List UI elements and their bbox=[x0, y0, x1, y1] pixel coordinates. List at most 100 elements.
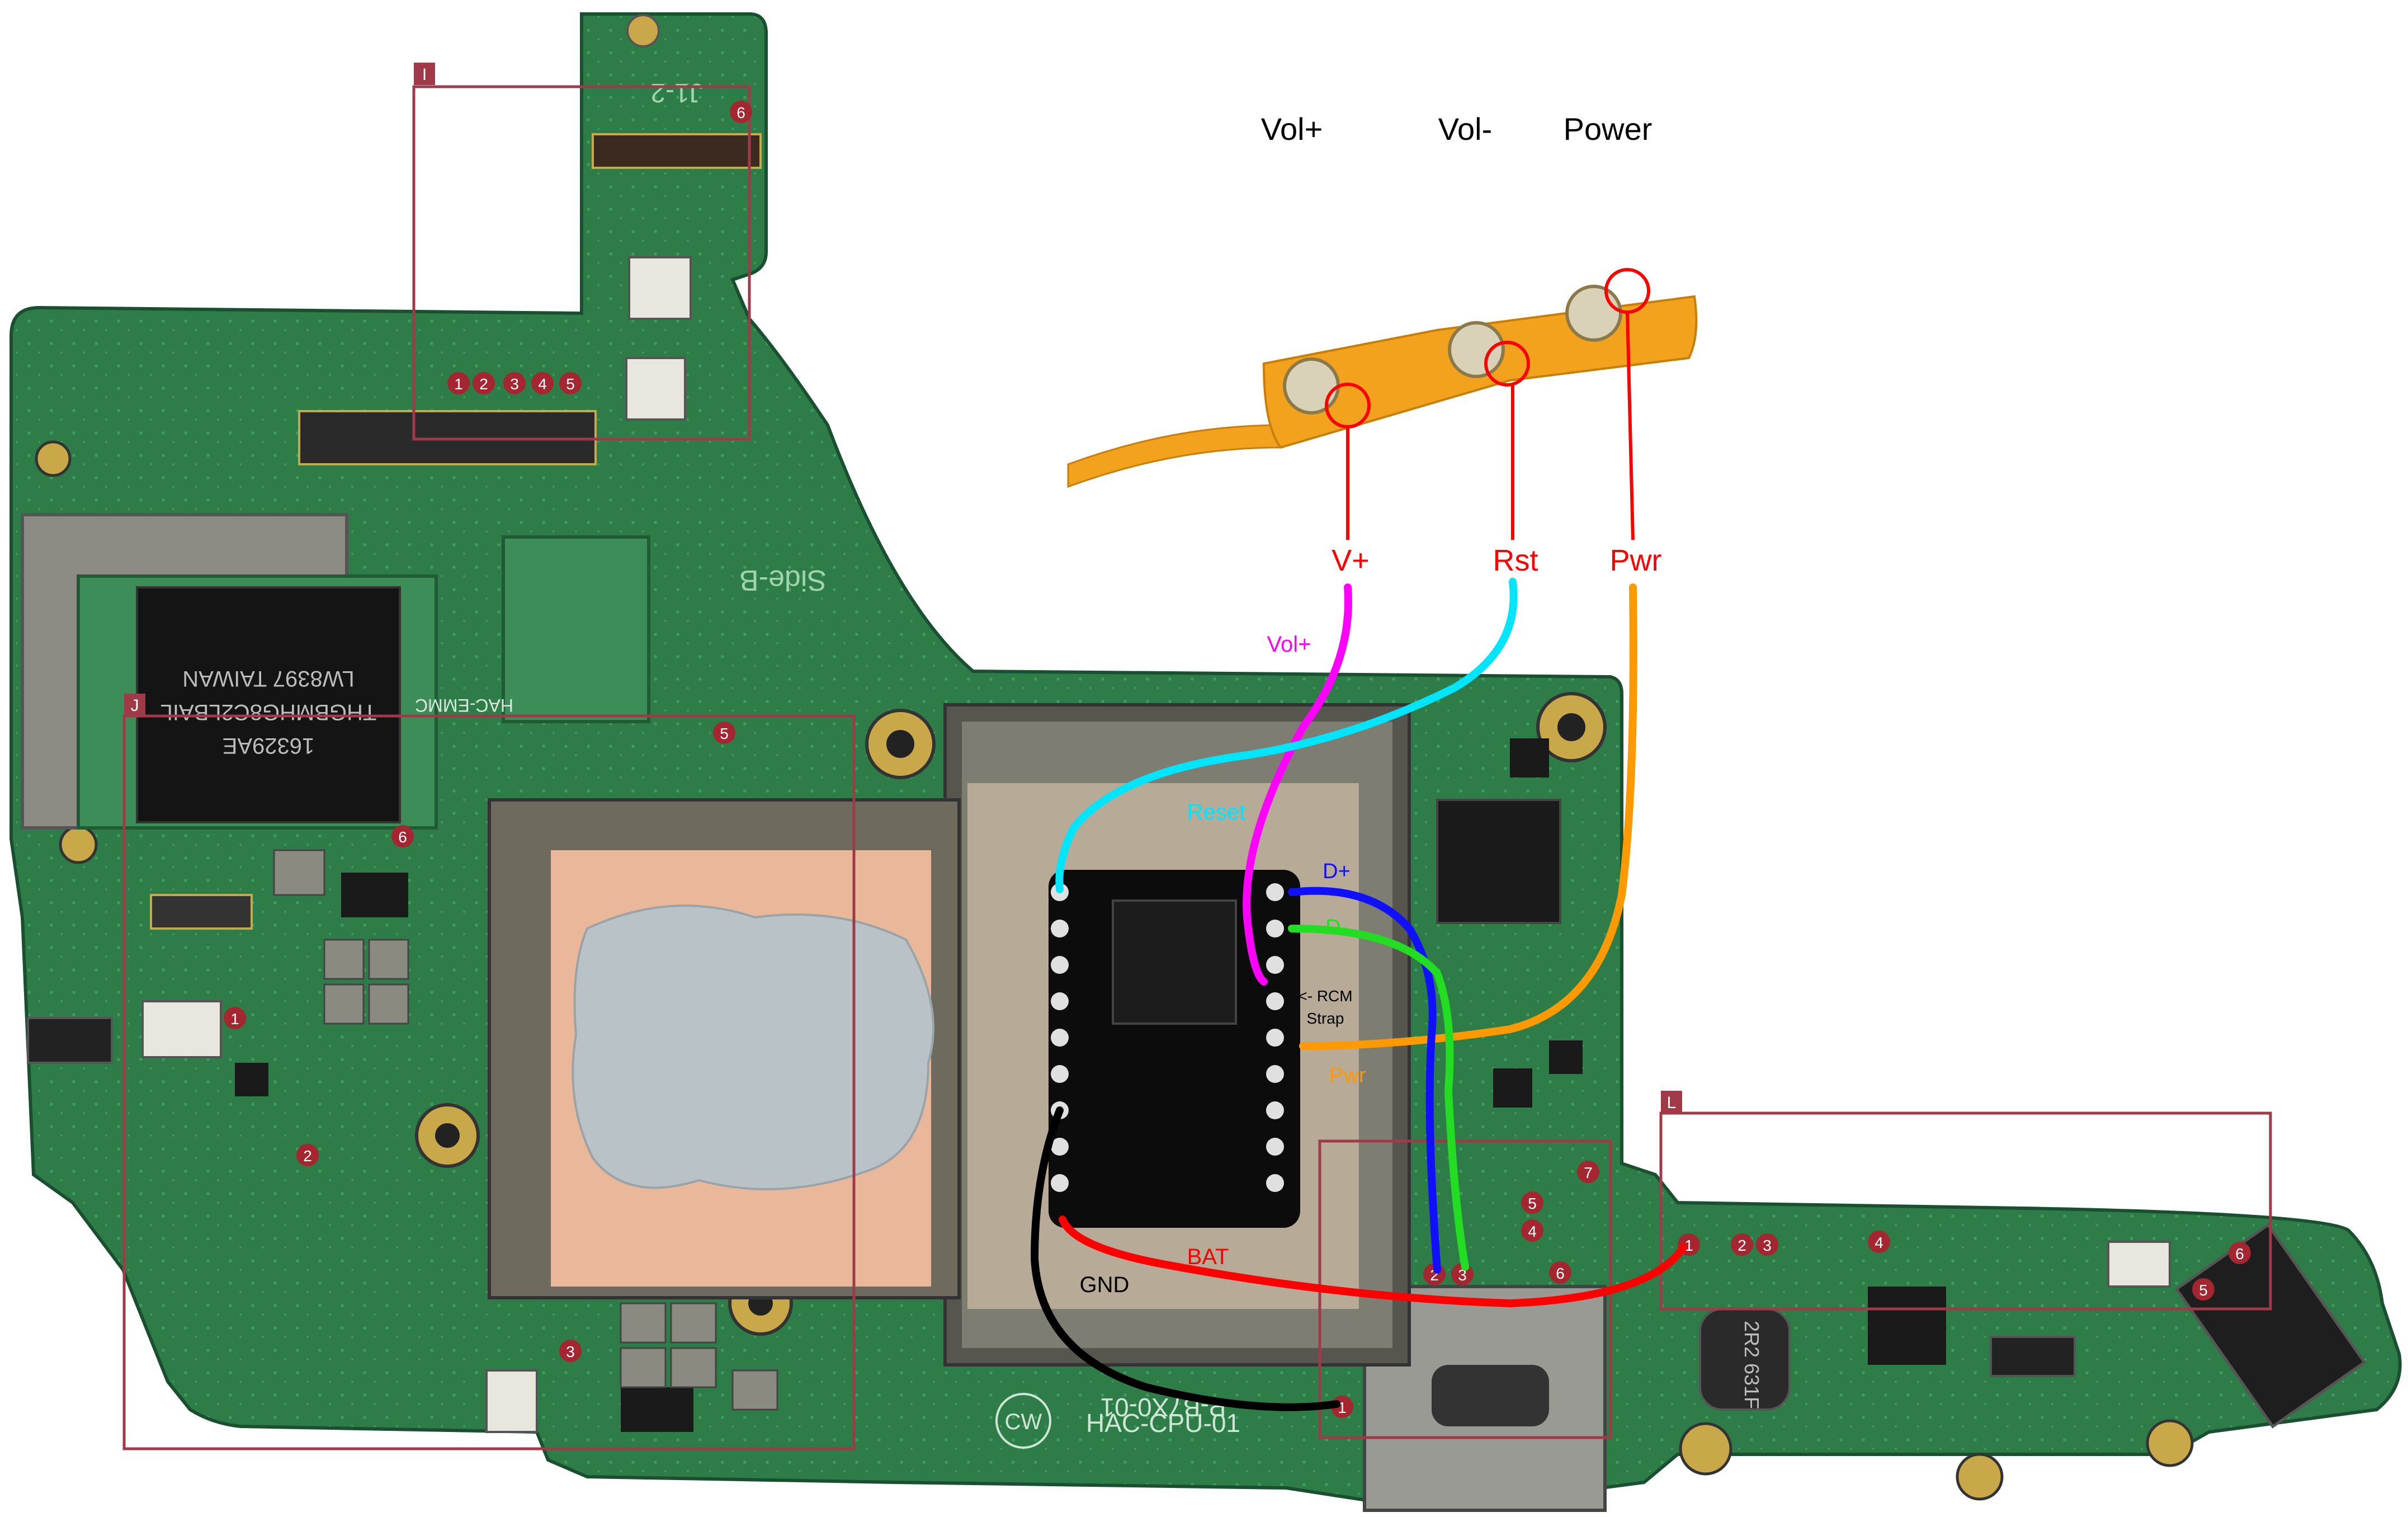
wire-pwr bbox=[1299, 583, 1637, 1050]
svg-text:5: 5 bbox=[2199, 1282, 2208, 1299]
ribbon-tail bbox=[1067, 424, 1282, 488]
wire-label-reset: Reset bbox=[1187, 800, 1246, 825]
region-tag-i: I bbox=[422, 65, 427, 84]
wire-bat bbox=[1059, 1216, 1687, 1308]
inductor bbox=[273, 849, 325, 896]
svg-text:3: 3 bbox=[510, 375, 519, 393]
pad-badge: 3 bbox=[559, 1340, 582, 1362]
svg-text:1: 1 bbox=[1684, 1237, 1693, 1254]
button-ribbon bbox=[1067, 268, 1698, 540]
ic-chip bbox=[621, 1387, 693, 1432]
svg-text:4: 4 bbox=[1528, 1223, 1537, 1240]
antenna-pad bbox=[35, 440, 72, 477]
pad-badge: 3 bbox=[503, 372, 526, 394]
pad-badge: 6 bbox=[2228, 1242, 2251, 1264]
connector-bottom-left bbox=[485, 1369, 538, 1433]
connector-right bbox=[1990, 1336, 2076, 1377]
inductor-marking: 2R2 631F bbox=[1740, 1321, 1763, 1409]
pad-badge: 5 bbox=[1521, 1191, 1543, 1214]
region-tags: I J L bbox=[124, 63, 1682, 1113]
header-vol-minus: Vol- bbox=[1438, 111, 1493, 147]
pad-badge: 6 bbox=[730, 101, 752, 123]
wire-d-minus bbox=[1288, 925, 1469, 1271]
connector-left bbox=[141, 1000, 222, 1058]
antenna-pad bbox=[59, 825, 98, 864]
pad-badge: 1 bbox=[224, 1007, 246, 1029]
emmc-chip-code: 16329AE bbox=[223, 733, 315, 758]
wire-vol-plus bbox=[1243, 583, 1352, 986]
svg-text:6: 6 bbox=[736, 104, 745, 121]
mount-hole bbox=[435, 1123, 460, 1148]
conn-top-marking: J1-2 bbox=[650, 78, 702, 107]
svg-text:6: 6 bbox=[2235, 1245, 2244, 1262]
mount-hole bbox=[1679, 1422, 1732, 1476]
svg-text:7: 7 bbox=[1584, 1164, 1593, 1181]
board-marking: HAC-CPU-01 bbox=[1086, 1408, 1240, 1438]
mount-hole bbox=[1956, 1453, 2004, 1501]
connector-left bbox=[150, 894, 253, 930]
headers: Vol+ Vol- Power bbox=[1261, 111, 1652, 147]
svg-text:2: 2 bbox=[1737, 1237, 1746, 1254]
pad-badge: 5 bbox=[559, 372, 582, 394]
pcb-components: LW8397 TAIWAN THGBMHG8C2LBAIL 16329AE HA… bbox=[21, 78, 2367, 1512]
mount-hole bbox=[626, 14, 660, 48]
pad-badge: 5 bbox=[713, 722, 735, 744]
svg-text:6: 6 bbox=[398, 828, 407, 846]
svg-text:1: 1 bbox=[230, 1010, 239, 1028]
svg-text:3: 3 bbox=[1763, 1237, 1772, 1254]
ribbon-label-pwr: Pwr bbox=[1610, 544, 1662, 577]
region-tag-l: L bbox=[1667, 1094, 1677, 1112]
inductor bbox=[368, 983, 409, 1025]
pad-badge: 2 bbox=[1731, 1233, 1753, 1256]
pad-badge: 4 bbox=[1868, 1231, 1890, 1253]
top-connector bbox=[592, 133, 762, 169]
pad-badge: 2 bbox=[473, 372, 495, 394]
wire-d-plus bbox=[1288, 887, 1441, 1274]
svg-text:4: 4 bbox=[538, 375, 547, 393]
wire-label-vol-plus: Vol+ bbox=[1267, 632, 1311, 657]
wire-label-rcm-strap-1: <- RCM bbox=[1298, 987, 1352, 1005]
modchip-mcu bbox=[1112, 899, 1237, 1025]
cw-circle bbox=[995, 1393, 1051, 1449]
pad-badge: 7 bbox=[1577, 1161, 1599, 1183]
ic-chip bbox=[1493, 1068, 1532, 1108]
header-vol-plus: Vol+ bbox=[1261, 111, 1323, 147]
inductor bbox=[368, 939, 409, 980]
mount-hole bbox=[2146, 1419, 2194, 1467]
inductor bbox=[323, 939, 365, 980]
mount-hole bbox=[886, 730, 914, 758]
modchip-pads-left bbox=[1051, 883, 1069, 1192]
cw-marking: CW bbox=[1005, 1410, 1042, 1434]
wire-reset bbox=[1055, 578, 1518, 893]
connector-right bbox=[2107, 1241, 2171, 1288]
region-tag-j: J bbox=[131, 696, 139, 715]
inductor bbox=[731, 1369, 778, 1411]
ribbon-label-v-plus: V+ bbox=[1332, 544, 1370, 577]
modchip bbox=[1049, 870, 1300, 1228]
svg-text:2: 2 bbox=[303, 1147, 312, 1165]
ic-chip bbox=[235, 1063, 268, 1096]
emmc-chip-part: THGBMHG8C2LBAIL bbox=[160, 700, 377, 724]
ic-chip bbox=[1510, 738, 1549, 778]
svg-text:5: 5 bbox=[566, 375, 575, 393]
pad-badge: 1 bbox=[447, 372, 470, 394]
vol-plus-button bbox=[1283, 357, 1340, 414]
ic-chip bbox=[1868, 1287, 1946, 1365]
usb-c-opening bbox=[1432, 1365, 1549, 1426]
emmc-flex-tab bbox=[502, 535, 650, 723]
pad-badge: 3 bbox=[1756, 1233, 1778, 1256]
connector-left bbox=[27, 1017, 113, 1064]
pad-badge: 6 bbox=[1549, 1261, 1571, 1284]
rst-callout bbox=[1484, 341, 1530, 387]
power-button bbox=[1565, 285, 1622, 342]
pad-badge: 4 bbox=[1521, 1219, 1543, 1242]
emmc-marking: HAC-EMMC bbox=[415, 695, 513, 715]
inductor bbox=[323, 983, 365, 1025]
inductor bbox=[670, 1302, 717, 1344]
wire-label-gnd: GND bbox=[1080, 1273, 1130, 1297]
ic-chip-right bbox=[1436, 799, 1561, 924]
svg-text:4: 4 bbox=[1875, 1234, 1883, 1251]
svg-text:2: 2 bbox=[479, 375, 488, 393]
wires bbox=[1030, 578, 1687, 1411]
